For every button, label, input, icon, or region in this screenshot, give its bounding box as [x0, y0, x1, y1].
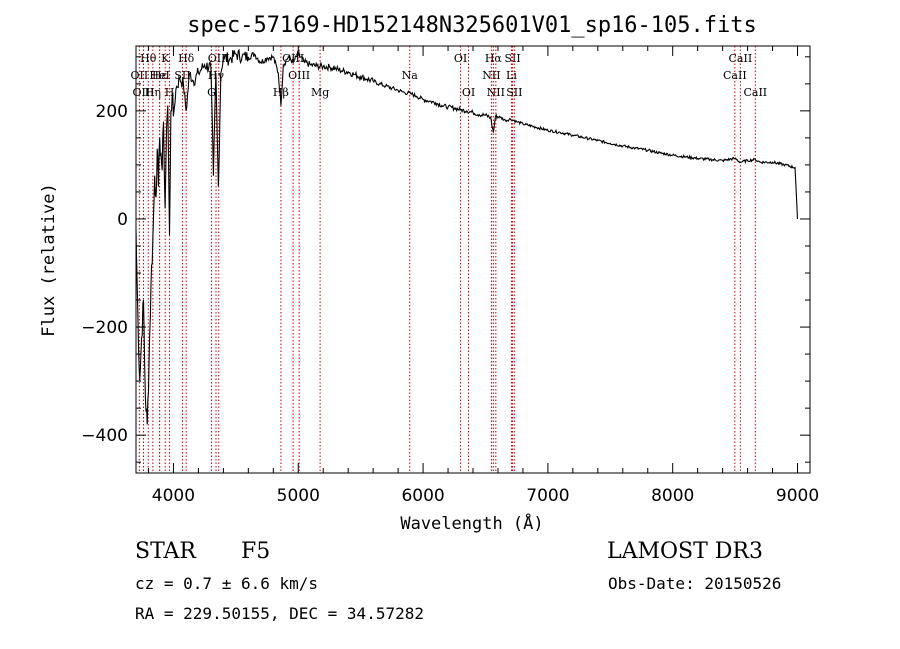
axis-ticks: 4000 5000 6000 7000 8000 9000 −400 −200 0 200 [81, 46, 819, 506]
marker-label: OIII [208, 52, 230, 65]
series-layer [135, 48, 799, 425]
survey-name: LAMOST DR3 [607, 539, 763, 564]
marker-label: CaII [729, 52, 753, 65]
marker-label: OI [454, 52, 467, 65]
x-tick-label: 7000 [526, 486, 569, 506]
marker-label: Li [506, 69, 517, 82]
marker-label: OII [131, 69, 149, 82]
obs-date-text: Obs-Date: 20150526 [608, 574, 782, 593]
y-tick-label: 200 [96, 102, 128, 122]
marker-label: Hη [145, 86, 161, 99]
y-tick-label: 0 [117, 210, 128, 230]
marker-label: H [165, 86, 175, 99]
chart-title: spec-57169-HD152148N325601V01_sp16-105.f… [187, 13, 757, 38]
x-tick-label: 6000 [401, 486, 444, 506]
y-tick-label: −400 [81, 426, 128, 446]
x-tick-label: 8000 [651, 486, 694, 506]
spectral-subclass: F5 [241, 539, 271, 564]
marker-label: CaII [743, 86, 767, 99]
spectrum-line [135, 48, 799, 425]
marker-label: NII [482, 69, 500, 82]
marker-label: Hα [485, 52, 503, 65]
marker-label: K [161, 52, 170, 65]
marker-label: NII [487, 86, 505, 99]
marker-label: OIII [288, 69, 310, 82]
marker-label: OIII [132, 86, 154, 99]
x-tick-label: 5000 [277, 486, 320, 506]
coordinates-text: RA = 229.50155, DEC = 34.57282 [135, 604, 424, 623]
x-tick-label: 9000 [776, 486, 819, 506]
object-type: STAR [135, 539, 196, 564]
marker-label: CaII [723, 69, 747, 82]
marker-label: Hβ [273, 86, 289, 99]
marker-label: Na [402, 69, 419, 82]
marker-label: HeI [149, 69, 169, 82]
y-axis-label: Flux (relative) [39, 183, 59, 337]
x-tick-label: 4000 [152, 486, 195, 506]
line-markers: HθOIIOIIIHηHεHeIKHHδSIIGOIIIHγHβOIIIOIII… [131, 46, 767, 473]
marker-label: OI [462, 86, 475, 99]
marker-label: Mg [311, 86, 329, 99]
plot-frame [135, 45, 811, 474]
marker-label: Hδ [178, 52, 195, 65]
x-axis-label: Wavelength (Å) [400, 512, 543, 534]
marker-label: Hθ [140, 52, 157, 65]
redshift-text: cz = 0.7 ± 6.6 km/s [135, 574, 319, 593]
marker-label: SII [504, 52, 520, 65]
marker-label: SII [506, 86, 522, 99]
y-tick-label: −200 [81, 318, 128, 338]
